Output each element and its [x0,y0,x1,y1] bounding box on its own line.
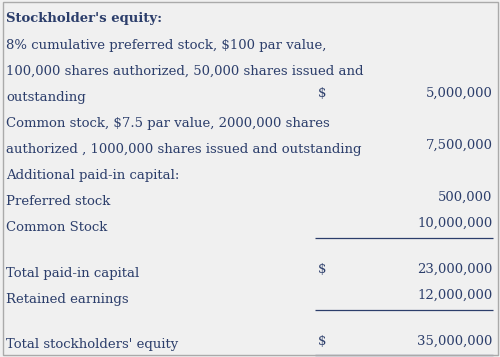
Text: Additional paid-in capital:: Additional paid-in capital: [6,169,180,182]
Text: Preferred stock: Preferred stock [6,195,110,208]
Text: 100,000 shares authorized, 50,000 shares issued and: 100,000 shares authorized, 50,000 shares… [6,65,364,77]
Text: $: $ [318,263,326,276]
Text: 7,500,000: 7,500,000 [426,139,492,152]
Text: 35,000,000: 35,000,000 [417,335,492,347]
Text: Stockholder's equity:: Stockholder's equity: [6,12,162,25]
Text: outstanding: outstanding [6,91,86,104]
Text: 500,000: 500,000 [438,191,492,204]
Text: 23,000,000: 23,000,000 [417,263,492,276]
Text: Total paid-in capital: Total paid-in capital [6,267,139,280]
Text: authorized , 1000,000 shares issued and outstanding: authorized , 1000,000 shares issued and … [6,143,362,156]
Text: 12,000,000: 12,000,000 [417,289,492,302]
Text: Common Stock: Common Stock [6,221,108,234]
Text: $: $ [318,87,326,100]
Text: Common stock, $7.5 par value, 2000,000 shares: Common stock, $7.5 par value, 2000,000 s… [6,117,330,130]
Text: 5,000,000: 5,000,000 [426,87,492,100]
Text: 8% cumulative preferred stock, $100 par value,: 8% cumulative preferred stock, $100 par … [6,39,326,51]
Text: Total stockholders' equity: Total stockholders' equity [6,338,178,351]
Text: Retained earnings: Retained earnings [6,293,128,306]
Text: $: $ [318,335,326,347]
Text: 10,000,000: 10,000,000 [417,217,492,230]
